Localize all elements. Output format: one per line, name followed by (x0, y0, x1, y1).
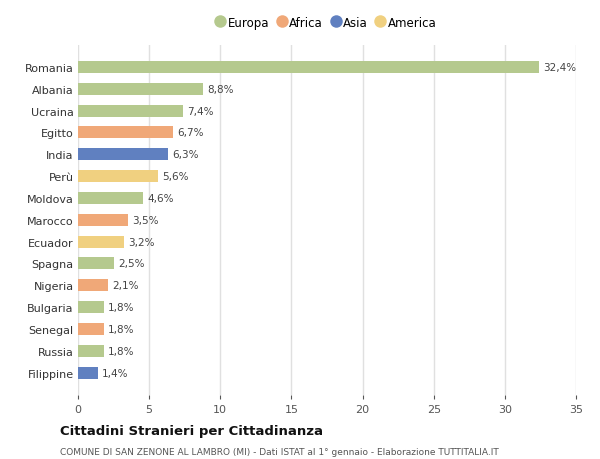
Text: 2,1%: 2,1% (112, 281, 139, 291)
Bar (78, 302, 104, 313)
Bar (78, 106, 183, 118)
Text: 6,3%: 6,3% (172, 150, 199, 160)
Bar (78, 258, 113, 270)
Text: 2,5%: 2,5% (118, 259, 145, 269)
Text: COMUNE DI SAN ZENONE AL LAMBRO (MI) - Dati ISTAT al 1° gennaio - Elaborazione TU: COMUNE DI SAN ZENONE AL LAMBRO (MI) - Da… (60, 448, 499, 456)
Bar (78, 214, 128, 226)
Text: 5,6%: 5,6% (162, 172, 188, 182)
Text: 1,8%: 1,8% (108, 325, 134, 334)
Text: 1,8%: 1,8% (108, 346, 134, 356)
Text: 4,6%: 4,6% (148, 194, 174, 203)
Bar (78, 192, 143, 205)
Bar (78, 149, 167, 161)
Text: 6,7%: 6,7% (178, 128, 204, 138)
Legend: Europa, Africa, Asia, America: Europa, Africa, Asia, America (214, 13, 440, 34)
Text: 3,5%: 3,5% (132, 215, 158, 225)
Bar (78, 323, 104, 335)
Text: 7,4%: 7,4% (188, 106, 214, 116)
Text: 1,8%: 1,8% (108, 302, 134, 313)
Bar (78, 84, 203, 95)
Bar (78, 236, 124, 248)
Bar (78, 127, 173, 139)
Bar (78, 345, 104, 357)
Text: 3,2%: 3,2% (128, 237, 154, 247)
Text: 32,4%: 32,4% (543, 63, 577, 73)
Text: 8,8%: 8,8% (208, 84, 234, 95)
Bar (78, 62, 539, 74)
Bar (78, 280, 108, 292)
Bar (78, 171, 158, 183)
Bar (78, 367, 98, 379)
Text: Cittadini Stranieri per Cittadinanza: Cittadini Stranieri per Cittadinanza (60, 424, 323, 437)
Text: 1,4%: 1,4% (102, 368, 128, 378)
